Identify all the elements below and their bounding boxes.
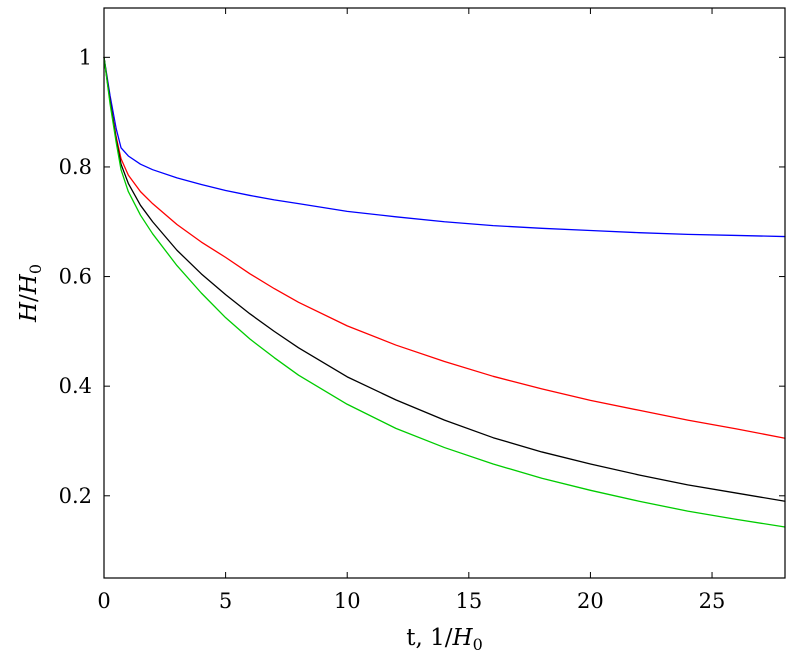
y-tick-label: 0.4 [59, 374, 92, 398]
x-tick-label: 25 [699, 589, 726, 613]
y-axis-title-subscript: 0 [26, 264, 45, 274]
x-tick-label: 15 [455, 589, 482, 613]
series-line-2 [103, 56, 786, 439]
series-layer [103, 56, 786, 528]
x-axis-title-symbol: H [452, 625, 474, 651]
x-axis-title-prefix: t, 1/ [406, 625, 452, 651]
x-tick-label: 5 [219, 589, 232, 613]
y-tick-label: 0.2 [59, 484, 92, 508]
y-tick-label: 0.8 [59, 155, 92, 179]
y-axis-title: H/H0 [16, 264, 45, 323]
series-line-3 [103, 56, 786, 502]
x-tick-label: 10 [334, 589, 361, 613]
x-axis-title: t, 1/H0 [406, 625, 483, 654]
plot-frame [103, 7, 786, 579]
y-axis-title-symbol-2: H [16, 273, 42, 295]
y-axis-title-slash: / [16, 294, 42, 302]
x-tick-label: 20 [577, 589, 604, 613]
tick-layer: 0 5 10 15 20 25 0.2 0.4 0.6 0.8 1 [59, 8, 785, 613]
y-tick-label: 0.6 [59, 265, 92, 289]
y-axis-title-symbol: H [16, 301, 42, 323]
y-tick-label: 1 [79, 45, 92, 69]
series-line-4 [103, 56, 786, 528]
x-axis-title-subscript: 0 [473, 635, 483, 654]
x-tick-label: 0 [97, 589, 110, 613]
series-line-1 [103, 56, 786, 238]
